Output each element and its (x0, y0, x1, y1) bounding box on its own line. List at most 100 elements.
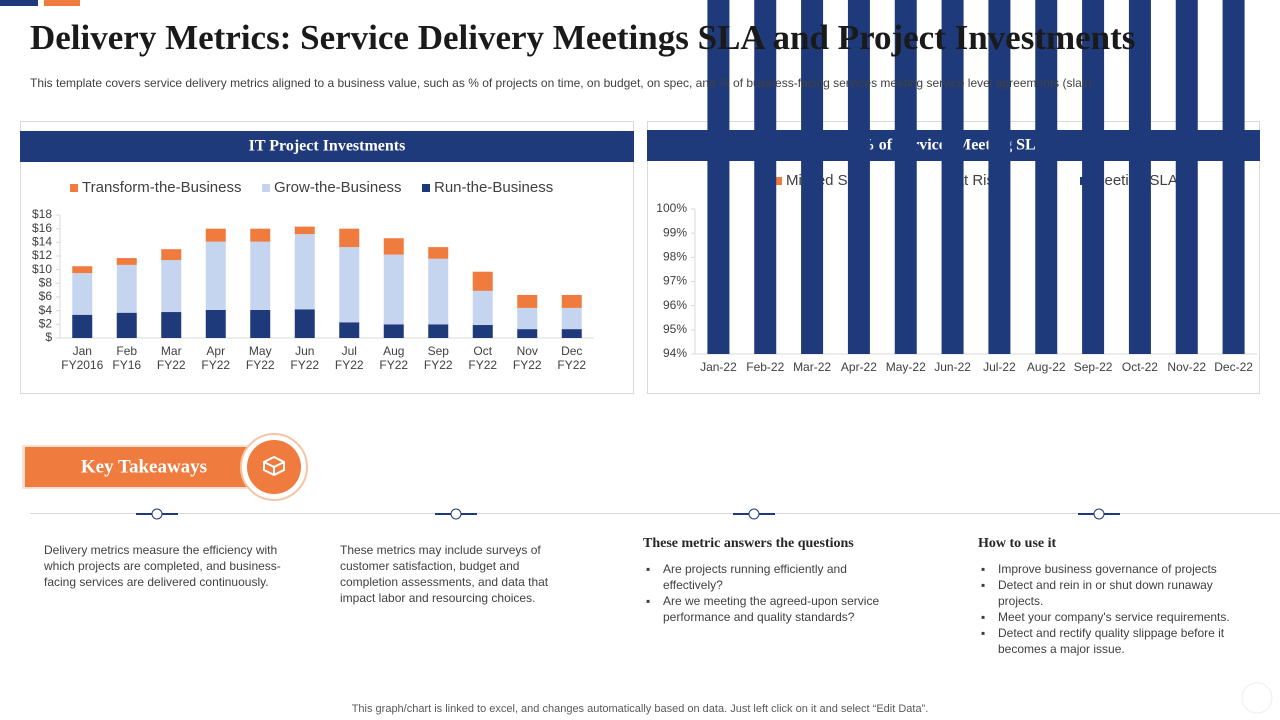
x-tick-label: Jun FY22 (290, 344, 319, 372)
legend-swatch (774, 177, 782, 185)
y-tick-label: $ (45, 330, 52, 344)
y-tick-label: 98% (663, 250, 687, 264)
bar-segment (250, 241, 271, 310)
bar-segment (294, 234, 315, 310)
y-tick-label: $4 (39, 303, 53, 317)
subtitle: This template covers service delivery me… (30, 76, 1096, 90)
x-tick-label: Jan-22 (700, 360, 737, 374)
bullets: Are projects running efficiently and eff… (643, 561, 903, 625)
bar-segment (294, 309, 315, 338)
x-tick-label: Apr-22 (841, 360, 877, 374)
y-tick-label: $16 (32, 221, 52, 235)
takeaway-column: These metrics may include surveys of cus… (340, 542, 580, 606)
bar-segment (561, 307, 582, 330)
y-tick-label: $14 (32, 235, 52, 249)
x-tick-label: Jul-22 (983, 360, 1016, 374)
legend-swatch (70, 184, 78, 192)
bullet: Improve business governance of projects (981, 561, 1248, 577)
bar-segment (339, 247, 360, 323)
bar-segment (72, 314, 93, 338)
bullets: Improve business governance of projectsD… (978, 561, 1248, 657)
x-tick-label: Aug-22 (1027, 360, 1066, 374)
bar-segment (1128, 0, 1151, 355)
x-tick-label: Dec FY22 (557, 344, 586, 372)
bar-segment (561, 294, 582, 308)
y-tick-label: 97% (663, 274, 687, 288)
bar-segment (205, 309, 226, 338)
bar-segment (1222, 0, 1245, 354)
title: Delivery Metrics: Service Delivery Meeti… (30, 18, 1136, 57)
bullet: Are projects running efficiently and eff… (646, 561, 903, 593)
bar-segment (988, 0, 1011, 354)
bar-segment (116, 264, 137, 313)
legend-swatch (262, 184, 270, 192)
bullet: Detect and rectify quality slippage befo… (981, 625, 1248, 657)
y-tick-label: $8 (39, 276, 53, 290)
bar-segment (428, 247, 449, 259)
x-tick-label: Mar FY22 (157, 344, 186, 372)
x-tick-label: Oct FY22 (468, 344, 497, 372)
takeaway-text: These metrics may include surveys of cus… (340, 543, 549, 605)
accent (44, 0, 80, 6)
bar-segment (1082, 0, 1105, 354)
takeaway-heading: How to use it (978, 536, 1057, 551)
takeaway-column: These metric answers the questions Are p… (643, 536, 903, 625)
x-tick-label: May FY22 (246, 344, 275, 372)
bar-segment (116, 258, 137, 265)
y-tick-label: $6 (39, 289, 53, 303)
bar-segment (161, 249, 182, 261)
bar-segment (801, 0, 824, 355)
bar-segment (205, 228, 226, 242)
bar-segment (72, 273, 93, 315)
chart-title: IT Project Investments (249, 138, 406, 155)
bar-segment (1035, 0, 1058, 354)
x-tick-label: Nov-22 (1167, 360, 1206, 374)
bar-segment (894, 0, 917, 354)
takeaway-heading: These metric answers the questions (643, 536, 854, 551)
y-tick-label: 96% (663, 298, 687, 312)
legend-swatch (422, 184, 430, 192)
bar-segment (1175, 0, 1198, 354)
x-tick-label: Feb-22 (746, 360, 784, 374)
takeaway-text: Delivery metrics measure the efficiency … (44, 543, 281, 589)
takeaway-column: How to use it Improve business governanc… (978, 536, 1248, 657)
bar-segment (339, 322, 360, 338)
x-tick-label: Mar-22 (793, 360, 831, 374)
x-tick-label: Jun-22 (934, 360, 971, 374)
takeaways-title: Key Takeaways (81, 456, 207, 477)
x-tick-label: Oct-22 (1122, 360, 1158, 374)
bar-segment (941, 0, 964, 355)
bar-segment (472, 290, 493, 326)
y-tick-label: $2 (39, 317, 53, 331)
bullet: Are we meeting the agreed-upon service p… (646, 593, 903, 625)
y-tick-label: 94% (663, 346, 687, 360)
accent (0, 0, 38, 6)
bar-segment (161, 260, 182, 313)
bar-segment (754, 0, 777, 354)
y-tick-label: $18 (32, 207, 52, 221)
bar-segment (472, 325, 493, 338)
legend-label: Grow-the-Business (274, 179, 402, 196)
bullet: Detect and rein in or shut down runaway … (981, 577, 1248, 609)
x-tick-label: Feb FY16 (112, 344, 141, 372)
nav-dot (1241, 682, 1273, 714)
x-tick-label: Sep FY22 (424, 344, 453, 372)
y-tick-label: 99% (663, 225, 687, 239)
bar-segment (250, 228, 271, 242)
bar-segment (472, 271, 493, 291)
icon-glyph (263, 455, 285, 477)
x-tick-label: Jan FY2016 (61, 344, 103, 372)
bar-segment (847, 0, 870, 355)
x-tick-label: Apr FY22 (201, 344, 230, 372)
legend-label: Transform-the-Business (82, 179, 242, 196)
x-tick-label: Jul FY22 (335, 344, 364, 372)
bar-segment (561, 329, 582, 338)
footer: This graph/chart is linked to excel, and… (351, 703, 929, 715)
bar-segment (383, 238, 404, 255)
timeline-markers (136, 508, 1120, 520)
bar-segment (161, 312, 182, 338)
bar-segment (517, 329, 538, 338)
bar-segment (250, 309, 271, 338)
